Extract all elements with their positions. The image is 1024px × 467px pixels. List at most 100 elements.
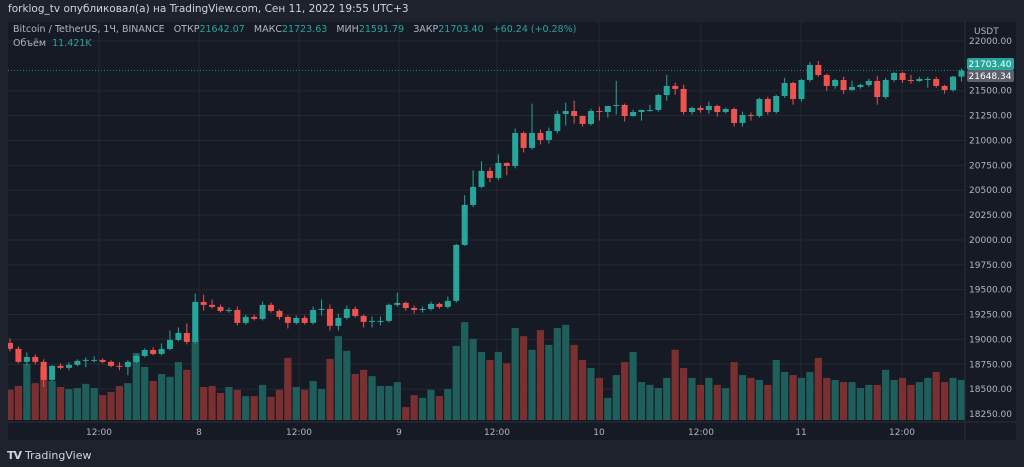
volume-bar [621, 362, 629, 420]
volume-bars [8, 322, 966, 420]
volume-bar [183, 369, 191, 420]
volume-bar [40, 366, 48, 420]
candle-body [8, 342, 13, 349]
candle-body [461, 204, 468, 245]
volume-bar [789, 375, 797, 420]
candle-body [360, 315, 367, 322]
candle [579, 115, 586, 127]
candle [15, 346, 22, 364]
candle [621, 103, 628, 122]
candle [200, 294, 207, 311]
volume-bar [663, 377, 671, 420]
candle-body [950, 76, 957, 91]
volume-bar [823, 377, 831, 420]
candle [747, 112, 754, 121]
candle [124, 360, 131, 376]
candle-body [874, 80, 881, 98]
candle-body [402, 302, 409, 308]
candle [158, 343, 165, 356]
candle-body [722, 109, 729, 113]
candle-body [150, 349, 157, 354]
volume-bar [713, 384, 721, 420]
time-tick-label: 12:00 [86, 428, 112, 438]
volume-bar [334, 336, 342, 420]
candle [23, 352, 30, 366]
candle [486, 167, 493, 183]
volume-bar [941, 382, 949, 420]
candle [495, 154, 502, 181]
candle-body [419, 308, 426, 310]
candle-body [385, 304, 392, 321]
candle-body [352, 308, 359, 316]
candle-body [806, 64, 813, 80]
volume-bar [267, 396, 275, 420]
candle-body [394, 302, 401, 305]
candle [958, 68, 965, 82]
candlestick-chart[interactable]: USDT 22000.00 21500.00 21250.00 21000.00 207… [8, 22, 1016, 440]
time-axis-labels[interactable]: 12:00 8 12:00 9 12:00 10 12:00 11 12:00 [86, 428, 915, 438]
candle-body [655, 95, 662, 111]
candle [402, 301, 409, 311]
brand-name[interactable]: TradingView [25, 449, 92, 462]
candle [604, 105, 611, 118]
candle-body [941, 85, 948, 91]
candle-body [217, 306, 224, 311]
candle [141, 348, 148, 358]
volume-bar [14, 385, 23, 420]
low-value: 21591.79 [358, 24, 405, 35]
volume-bar [410, 395, 418, 420]
candle [419, 306, 426, 313]
volume-bar [99, 395, 107, 420]
volume-bar [427, 389, 435, 420]
candle-body [40, 361, 47, 380]
volume-bar [132, 352, 140, 420]
volume-row: Объём 11.421K [13, 38, 576, 49]
candle-body [234, 309, 241, 323]
candle [259, 301, 266, 321]
candle [326, 304, 333, 331]
volume-bar [149, 381, 157, 420]
candle [646, 104, 653, 112]
volume-bar [654, 388, 662, 420]
candle [369, 316, 376, 328]
candle [865, 78, 872, 87]
volume-bar [520, 336, 528, 420]
volume-bar [755, 379, 763, 420]
volume-bar [545, 344, 553, 420]
candle-body [301, 317, 308, 323]
candle-body [512, 133, 519, 166]
price-tick-label: 22000.00 [969, 37, 1012, 47]
candle-body [756, 98, 763, 117]
candle [941, 84, 948, 94]
candle-body [663, 85, 670, 96]
candle [857, 83, 864, 89]
volume-bar [696, 384, 705, 420]
candle-body [259, 304, 266, 319]
volume-bar [8, 389, 14, 420]
volume-bar [797, 377, 806, 420]
candle-body [832, 79, 839, 86]
candle-body [697, 107, 704, 111]
candle [394, 292, 401, 307]
candle [192, 293, 199, 344]
volume-bar [587, 368, 595, 420]
tradingview-logo-icon[interactable]: TV [7, 449, 22, 462]
candle [672, 82, 679, 95]
volume-bar [250, 396, 258, 420]
candle-body [630, 112, 637, 117]
candle [444, 296, 451, 309]
candle [731, 107, 738, 127]
candle [352, 306, 359, 318]
volume-bar [578, 359, 587, 420]
candle-body [891, 73, 898, 80]
volume-bar [418, 397, 427, 420]
symbol-name[interactable]: Bitcoin / TetherUS, 1Ч, BINANCE [13, 24, 165, 35]
candle [781, 77, 788, 98]
candle-body [268, 304, 275, 311]
candle [209, 299, 216, 309]
volume-bar [848, 382, 856, 420]
candle-body [209, 304, 216, 307]
candle [916, 76, 923, 82]
candle [512, 128, 519, 169]
price-axis[interactable] [965, 22, 1016, 440]
